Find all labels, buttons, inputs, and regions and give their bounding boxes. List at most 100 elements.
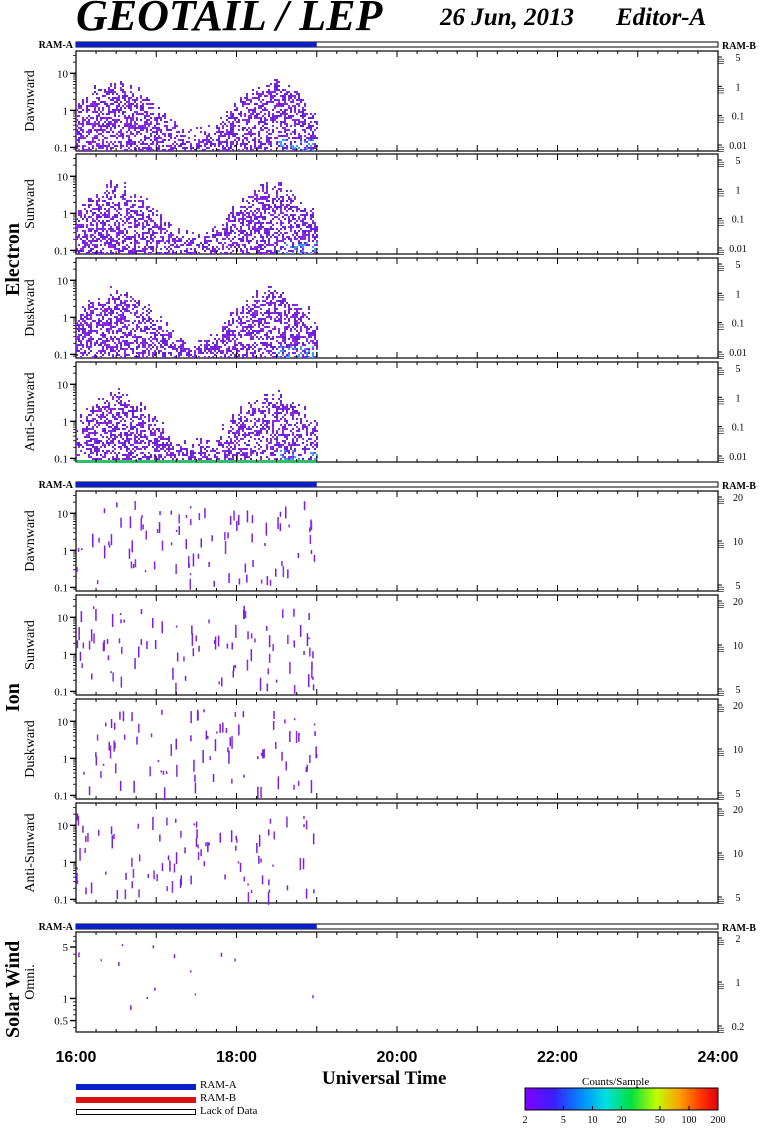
colorbar-title: Counts/Sample (582, 1076, 650, 1088)
ram-b-bar-label: RAM-B (722, 41, 756, 52)
ram-a-bar-label: RAM-A (39, 922, 74, 933)
y-tick-label-right: 1 (736, 393, 741, 404)
y-tick-label-left: 1 (63, 312, 69, 324)
y-tick-label-left: 0.1 (54, 686, 68, 698)
colorbar-tick-label: 5 (561, 1115, 566, 1126)
y-tick-label-right: 10 (733, 641, 743, 652)
spectrogram-pixels (76, 79, 318, 151)
legend-swatch-ram-a (76, 1084, 196, 1090)
x-axis-title: Universal Time (322, 1068, 447, 1089)
y-tick-label-left: 1 (63, 105, 69, 117)
panel-label: Anti-Sunward (23, 372, 38, 451)
y-tick-label-left: 10 (57, 171, 69, 183)
x-tick-label: 16:00 (56, 1049, 97, 1066)
colorbar-tick-label: 200 (711, 1115, 726, 1126)
y-tick-label-right: 0.1 (732, 112, 745, 123)
y-tick-label-left: 0.5 (54, 1016, 68, 1028)
y-tick-label-right: 0.1 (732, 319, 745, 330)
y-tick-label-right: 20 (733, 701, 743, 712)
y-tick-label-right: 0.01 (729, 348, 747, 359)
ram-b-bar-label: RAM-B (722, 923, 756, 934)
y-tick-label-right: 1 (736, 978, 741, 989)
date-label: 26 Jun, 2013 (440, 4, 575, 31)
panel-label: Anti-Sunward (23, 813, 38, 892)
ram-a-bar-label: RAM-A (39, 40, 74, 51)
y-tick-label-right: 0.01 (729, 141, 747, 152)
y-tick-label-right: 5 (736, 685, 741, 696)
y-tick-label-right: 5 (736, 364, 741, 375)
panel-frame (75, 361, 719, 463)
y-tick-label-right: 5 (736, 53, 741, 64)
x-tick-label: 22:00 (537, 1049, 578, 1066)
y-tick-label-right: 20 (733, 805, 743, 816)
y-tick-label-left: 1 (63, 649, 69, 661)
y-tick-label-left: 0.1 (54, 349, 68, 361)
panel-label: Sunward (23, 179, 38, 229)
spectrogram-pixels (76, 501, 316, 590)
y-tick-label-left: 1 (63, 857, 69, 869)
y-tick-label-left: 1 (63, 416, 69, 428)
spectrogram-pixels (83, 709, 318, 801)
spectrogram-pixels (76, 605, 315, 695)
panel-frame (75, 931, 719, 1033)
y-tick-label-right: 0.1 (732, 423, 745, 434)
spectrogram-pixels (76, 180, 318, 254)
y-tick-label-left: 0.1 (54, 245, 68, 257)
y-tick-label-left: 10 (57, 508, 69, 520)
y-tick-label-right: 5 (736, 789, 741, 800)
colorbar-tick-label: 2 (523, 1115, 528, 1126)
legend-label-ram-b: RAM-B (200, 1092, 237, 1104)
legend-swatch-lack (76, 1109, 196, 1115)
y-tick-label-right: 0.01 (729, 244, 747, 255)
panel-frame (75, 698, 719, 800)
ram-b-bar-label: RAM-B (722, 481, 756, 492)
panel-frame (75, 50, 719, 152)
y-tick-label-right: 1 (736, 185, 741, 196)
y-tick-label-left: 1 (63, 208, 69, 220)
panel-frame (75, 594, 719, 696)
x-tick-label: 18:00 (216, 1049, 257, 1066)
page-title: GEOTAIL / LEP (76, 0, 383, 40)
spectrogram-pixels (76, 286, 318, 358)
colorbar-tick-label: 50 (655, 1115, 665, 1126)
y-tick-label-right: 2 (736, 934, 741, 945)
y-tick-label-right: 20 (733, 597, 743, 608)
legend-label-lack: Lack of Data (200, 1105, 258, 1117)
y-tick-label-left: 1 (63, 993, 69, 1005)
y-tick-label-right: 0.2 (732, 1022, 745, 1033)
ram-a-bar (76, 482, 317, 487)
ram-a-bar (76, 924, 317, 929)
y-tick-label-right: 5 (736, 581, 741, 592)
y-tick-label-left: 0.1 (54, 790, 68, 802)
colorbar-tick-label: 10 (587, 1115, 597, 1126)
y-tick-label-right: 20 (733, 493, 743, 504)
y-tick-label-right: 1 (736, 289, 741, 300)
y-tick-label-left: 10 (57, 820, 69, 832)
y-tick-label-right: 0.01 (729, 452, 747, 463)
colorbar-tick-label: 100 (681, 1115, 696, 1126)
panel-label: Duskward (23, 720, 38, 778)
y-tick-label-left: 10 (57, 716, 69, 728)
colorbar-tick-label: 20 (617, 1115, 627, 1126)
spectrogram-pixels (76, 813, 315, 905)
y-tick-label-left: 10 (57, 612, 69, 624)
ram-a-bar-label: RAM-A (39, 480, 74, 491)
x-tick-label: 20:00 (377, 1049, 418, 1066)
y-tick-label-left: 0.1 (54, 894, 68, 906)
y-tick-label-left: 5 (63, 942, 69, 954)
ram-a-bar (76, 42, 317, 47)
y-tick-label-right: 10 (733, 849, 743, 860)
y-tick-label-right: 1 (736, 82, 741, 93)
panel-label: Dawnward (23, 510, 38, 571)
panel-label: Sunward (23, 620, 38, 670)
editor-label: Editor-A (616, 4, 707, 31)
panel-label: Dawnward (23, 70, 38, 131)
panel-label: Omni. (23, 964, 38, 999)
y-tick-label-left: 0.1 (54, 582, 68, 594)
y-tick-label-left: 10 (57, 68, 69, 80)
y-tick-label-right: 0.1 (732, 215, 745, 226)
y-tick-label-left: 1 (63, 753, 69, 765)
spectrogram-pixels (78, 944, 314, 1011)
y-tick-label-right: 10 (733, 745, 743, 756)
